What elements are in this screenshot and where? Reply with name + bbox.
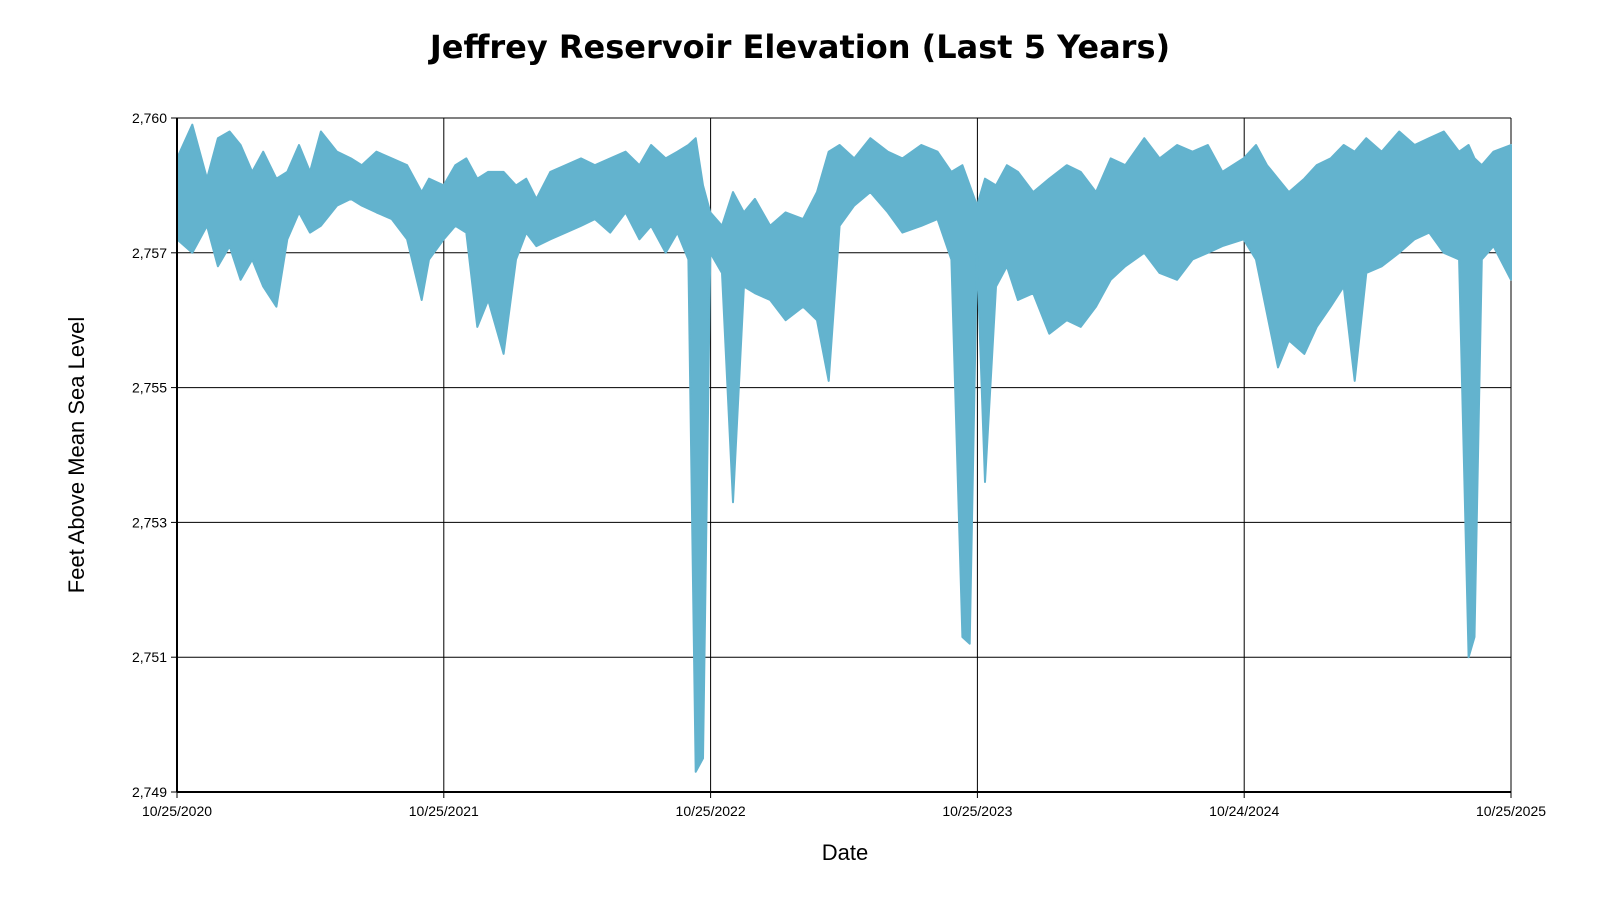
y-axis-ticks: 2,749 2,751 2,753 2,755 2,757 2,760 [132, 110, 177, 800]
y-tick-label: 2,749 [132, 784, 167, 800]
x-tick-label: 10/25/2022 [676, 803, 746, 819]
y-tick-label: 2,755 [132, 380, 167, 396]
y-tick-label: 2,751 [132, 649, 167, 665]
x-tick-label: 10/25/2020 [142, 803, 212, 819]
x-tick-label: 10/25/2023 [942, 803, 1012, 819]
x-axis-label: Date [822, 840, 868, 865]
plot-frame [176, 118, 1511, 793]
series-layer [176, 123, 1512, 773]
y-tick-label: 2,757 [132, 245, 167, 261]
x-tick-label: 10/24/2024 [1209, 803, 1279, 819]
y-axis-label: Feet Above Mean Sea Level [64, 317, 89, 593]
x-tick-label: 10/25/2021 [409, 803, 479, 819]
chart-title: Jeffrey Reservoir Elevation (Last 5 Year… [429, 28, 1171, 66]
x-tick-label: 10/25/2025 [1476, 803, 1546, 819]
elevation-series-band [176, 123, 1512, 773]
y-tick-label: 2,753 [132, 514, 167, 530]
x-axis-ticks: 10/25/2020 10/25/2021 10/25/2022 10/25/2023… [142, 792, 1546, 819]
y-tick-label: 2,760 [132, 110, 167, 126]
